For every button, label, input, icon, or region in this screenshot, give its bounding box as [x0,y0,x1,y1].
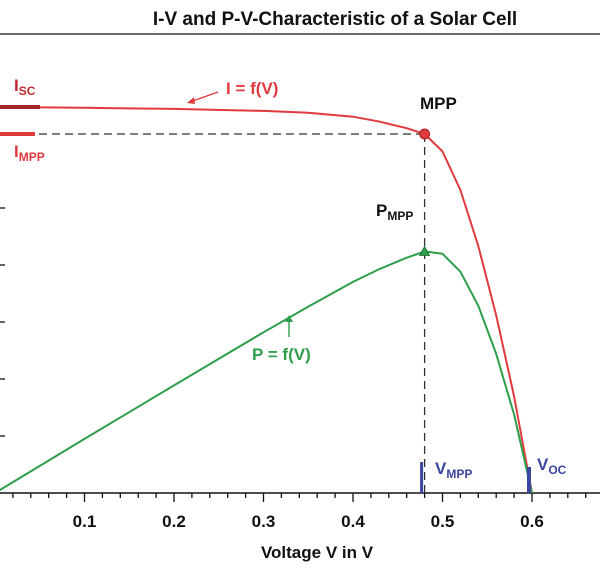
x-axis-tick-labels: 0.1 0.2 0.3 0.4 0.5 0.6 [73,512,544,531]
x-tick-label: 0.5 [431,512,455,531]
power-curve-label: P = f(V) [252,345,311,364]
power-curve [0,250,533,494]
x-axis-ticks [12,493,587,502]
pmpp-label: PMPP [376,201,413,223]
x-tick-label: 0.1 [73,512,97,531]
vmpp-label: VMPP [435,459,472,481]
voc-label: VOC [537,455,567,477]
chart-title: I-V and P-V-Characteristic of a Solar Ce… [153,9,517,30]
series-layer [0,106,533,494]
power-curve-arrowhead [285,315,293,322]
mpp-guide-lines [0,133,426,493]
mpp-label: MPP [420,94,457,113]
y-axis-ticks [0,207,5,437]
x-tick-label: 0.6 [520,512,544,531]
current-curve-label: I = f(V) [226,79,278,98]
current-curve-arrowhead [187,97,195,104]
isc-label: ISC [14,76,36,98]
chart-markers [0,105,531,493]
mpp-point [419,128,431,140]
pmpp-point [418,245,431,256]
annotations: ISC IMPP I = f(V) MPP PMPP P = f(V) VMPP… [14,76,567,481]
x-axis-label: Voltage V in V [261,543,374,562]
x-tick-label: 0.4 [341,512,365,531]
x-tick-label: 0.2 [162,512,186,531]
impp-label: IMPP [14,142,45,164]
current-curve [0,106,533,494]
x-tick-label: 0.3 [252,512,276,531]
current-curve-pointer [189,91,219,103]
